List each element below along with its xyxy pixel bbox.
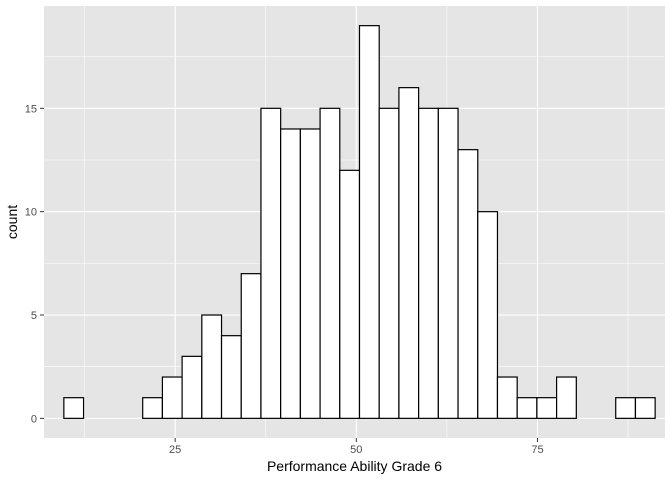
histogram-bar (496, 376, 518, 419)
x-tick-label: 25 (169, 444, 181, 456)
histogram-bar (358, 25, 380, 419)
histogram-bar (63, 397, 85, 419)
histogram-bar (161, 376, 183, 419)
y-tick-label: 15 (25, 103, 37, 115)
histogram-bar (240, 273, 262, 419)
histogram-bar (457, 149, 479, 419)
x-axis: 25 50 75 (169, 438, 544, 456)
histogram-bar (398, 87, 420, 419)
histogram-bar (339, 169, 361, 419)
y-axis-title: count (4, 205, 20, 239)
histogram-bar (516, 397, 538, 419)
histogram-bar (615, 397, 637, 419)
histogram-bar (437, 107, 459, 419)
histogram-bar (220, 335, 242, 419)
histogram-bar (536, 397, 558, 419)
histogram-bar (555, 376, 577, 419)
x-axis-title: Performance Ability Grade 6 (267, 458, 442, 474)
histogram-bar (260, 107, 282, 419)
y-axis: 0 5 10 15 (25, 103, 44, 425)
y-tick-label: 5 (31, 310, 37, 322)
histogram-bar (477, 211, 499, 419)
histogram-bar (418, 107, 439, 419)
histogram-bar (299, 128, 321, 419)
histogram-bars (63, 25, 656, 419)
histogram-bar (280, 128, 301, 419)
histogram-bar (201, 314, 223, 419)
x-tick-label: 75 (531, 444, 543, 456)
y-tick-label: 0 (31, 413, 37, 425)
histogram-bar (378, 107, 400, 419)
y-tick-label: 10 (25, 207, 37, 219)
histogram-bar (181, 355, 203, 419)
histogram-bar (142, 397, 164, 419)
histogram-bar (319, 107, 341, 419)
histogram-bar (634, 397, 656, 419)
x-tick-label: 50 (350, 444, 362, 456)
